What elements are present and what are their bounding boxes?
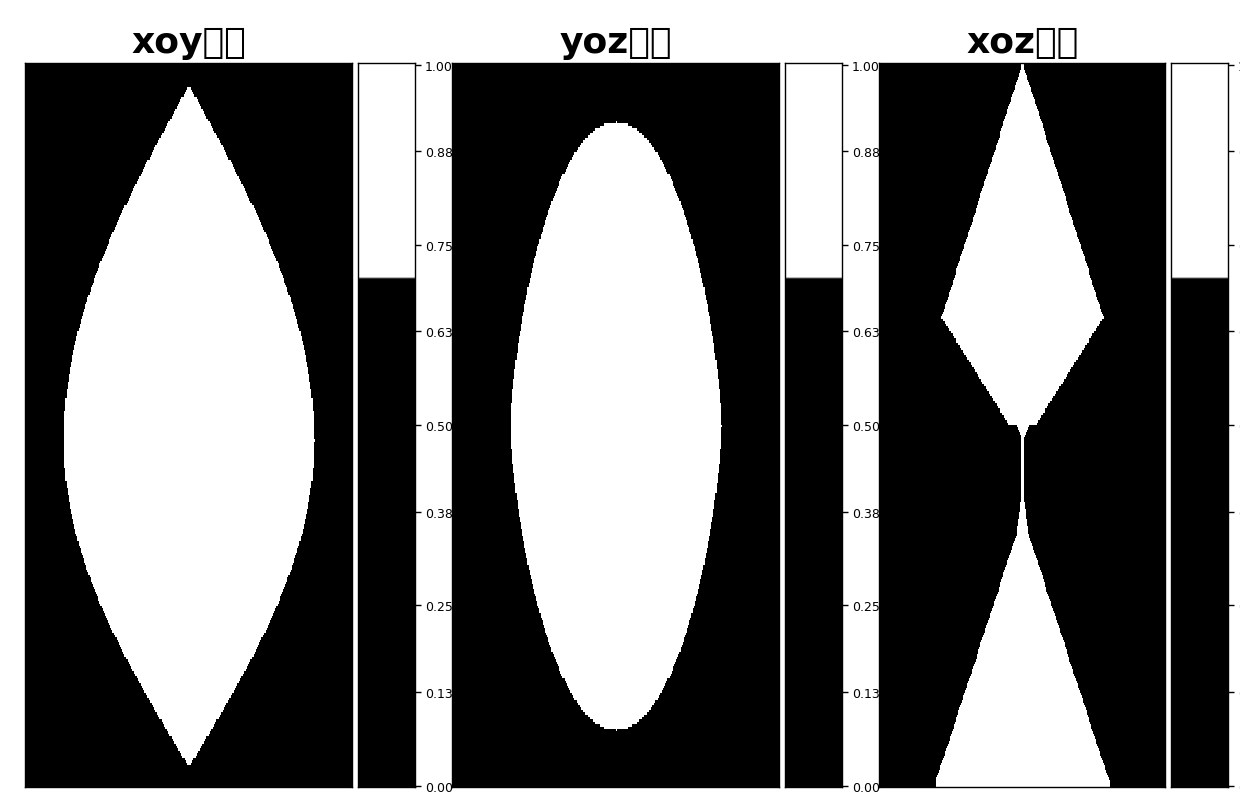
Title: yoz截面: yoz截面 bbox=[559, 26, 672, 60]
Title: xoy截面: xoy截面 bbox=[131, 26, 246, 60]
Title: xoz截面: xoz截面 bbox=[966, 26, 1079, 60]
